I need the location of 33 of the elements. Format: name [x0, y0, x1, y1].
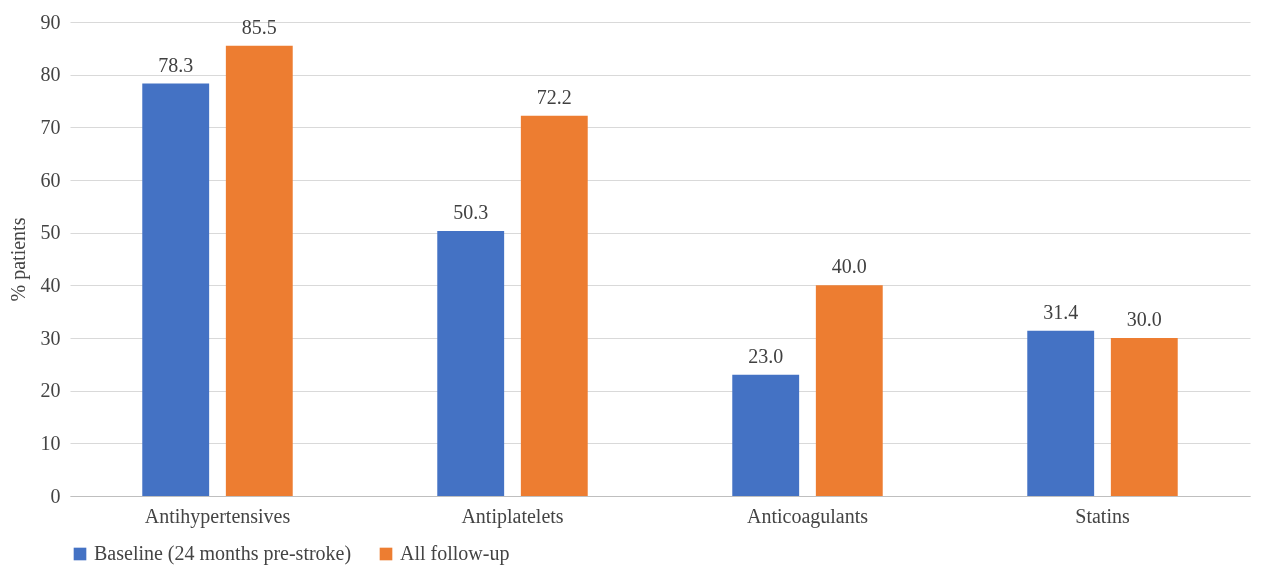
y-tick-label: 30	[40, 326, 61, 349]
data-label: 72.2	[536, 85, 572, 108]
legend-label: Baseline (24 months pre-stroke)	[94, 542, 352, 565]
x-tick-label: Statins	[1075, 504, 1130, 527]
y-tick-label: 80	[40, 63, 61, 86]
y-tick-label: 20	[40, 379, 61, 402]
y-tick-label: 90	[40, 10, 61, 33]
bar	[732, 374, 800, 496]
data-label: 85.5	[241, 15, 277, 38]
y-tick-label: 40	[40, 273, 61, 296]
data-label: 78.3	[158, 53, 194, 76]
bar	[225, 45, 293, 496]
bar	[520, 115, 588, 496]
y-tick-label: 70	[40, 115, 61, 138]
x-tick-label: Antihypertensives	[144, 504, 291, 528]
bar	[142, 83, 210, 496]
bar	[815, 285, 883, 496]
x-tick-label: Anticoagulants	[746, 504, 869, 528]
data-label: 23.0	[748, 344, 784, 367]
legend-label: All follow-up	[400, 542, 510, 565]
data-label: 31.4	[1043, 300, 1079, 323]
y-axis-title: % patients	[6, 217, 30, 302]
y-tick-label: 50	[40, 221, 61, 244]
data-label: 50.3	[453, 201, 489, 224]
y-tick-label: 10	[40, 431, 61, 454]
data-label: 30.0	[1126, 308, 1162, 330]
y-tick-label: 60	[40, 168, 61, 191]
bar	[1110, 338, 1178, 496]
y-tick-label: 0	[50, 484, 61, 507]
bar	[1027, 330, 1095, 496]
bar	[437, 231, 505, 496]
data-label: 40.0	[831, 255, 867, 278]
x-tick-label: Antiplatelets	[461, 504, 564, 528]
